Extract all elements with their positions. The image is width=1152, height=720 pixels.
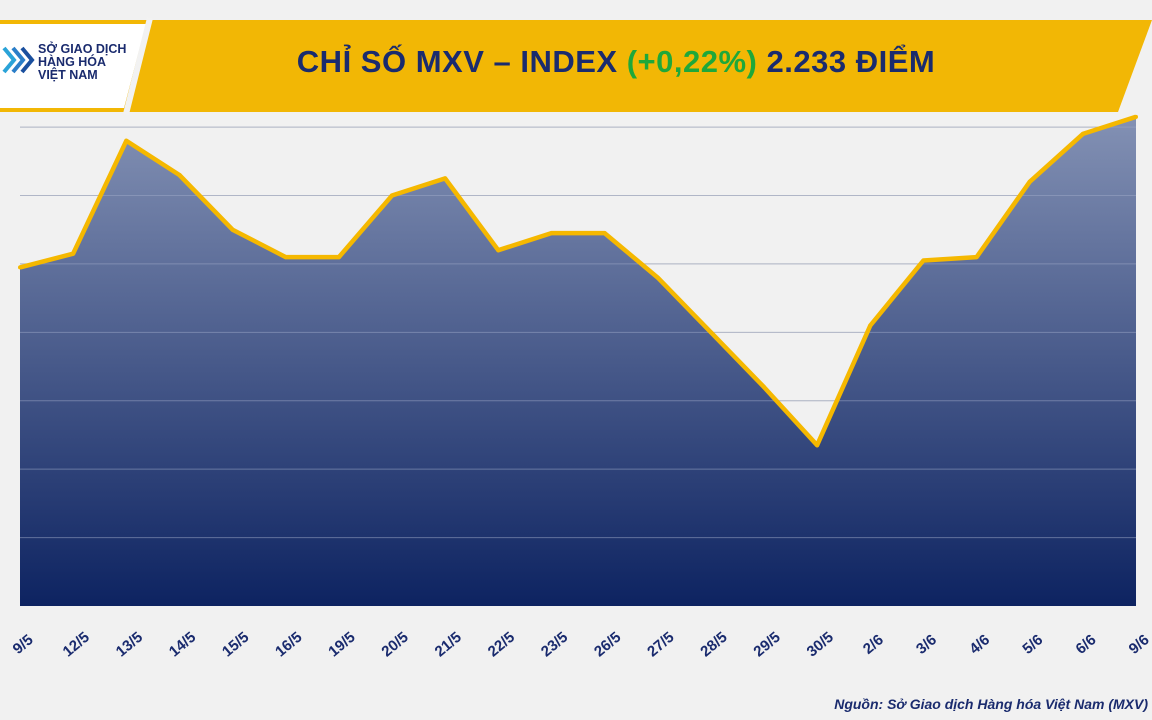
data-point-19-5 <box>336 255 341 260</box>
data-point-12-5 <box>71 251 76 256</box>
x-tick-label: 20/5 <box>378 629 411 661</box>
data-point-15-5 <box>230 227 235 232</box>
x-tick-label: 26/5 <box>591 629 624 661</box>
x-tick-label: 29/5 <box>750 629 783 661</box>
x-tick-label: 21/5 <box>432 629 465 661</box>
data-point-27-5 <box>655 275 660 280</box>
series-line <box>19 114 1137 448</box>
data-point-4-6 <box>974 255 979 260</box>
x-tick-label: 23/5 <box>538 629 571 661</box>
logo-text: SỞ GIAO DỊCH HÀNG HÓA VIỆT NAM <box>38 43 126 82</box>
data-point-13-5 <box>124 138 129 143</box>
x-tick-label: 27/5 <box>644 629 677 661</box>
logo-panel <box>0 24 146 108</box>
x-tick-label: 13/5 <box>113 629 146 661</box>
banner-background <box>0 20 1152 112</box>
x-tick-label: 3/6 <box>913 631 940 657</box>
x-tick-label: 16/5 <box>272 629 305 661</box>
x-tick-label: 30/5 <box>804 629 837 661</box>
data-point-20-5 <box>390 193 394 198</box>
x-tick-label: 4/6 <box>966 631 993 657</box>
x-tick-label: 14/5 <box>166 629 199 661</box>
title-banner <box>0 17 1152 115</box>
data-point-2-6 <box>868 323 873 328</box>
title-change: (+0,22%) <box>626 44 758 79</box>
gridlines-overlay <box>20 126 1136 539</box>
data-point-5-6 <box>1027 179 1032 184</box>
data-point-26-5 <box>602 231 607 236</box>
data-point-9-6 <box>1134 114 1138 119</box>
x-tick-label: 9/6 <box>1126 631 1152 657</box>
data-point-16-5 <box>283 255 288 260</box>
x-tick-label: 12/5 <box>60 629 93 661</box>
logo-line-3: VIỆT NAM <box>38 68 98 82</box>
logo-chevron-icon <box>2 46 35 74</box>
mxv-index-chart: 9/5 12/5 13/5 14/5 15/5 16/5 19/5 20/5 21/5 22/5 2… <box>10 114 1152 661</box>
data-point-28-5 <box>708 330 713 335</box>
logo-line-1: SỞ GIAO DỊCH <box>38 42 127 56</box>
x-tick-label: 15/5 <box>219 629 252 661</box>
title-suffix: 2.233 ĐIỂM <box>766 44 936 79</box>
logo-line-2: HÀNG HÓA <box>38 55 107 69</box>
data-point-21-5 <box>443 176 448 181</box>
x-tick-label: 28/5 <box>697 629 730 661</box>
x-tick-label: 9/5 <box>10 631 37 657</box>
x-tick-label: 6/6 <box>1073 631 1100 657</box>
data-point-6-6 <box>1080 131 1085 136</box>
x-tick-label: 22/5 <box>485 629 518 661</box>
data-points <box>18 114 1138 448</box>
data-point-23-5 <box>549 231 554 236</box>
data-point-14-5 <box>177 172 182 177</box>
area-fill <box>20 116 1136 607</box>
x-tick-label: 5/6 <box>1019 631 1046 657</box>
data-point-29-5 <box>762 385 766 390</box>
chart-title: CHỈ SỐ MXV – INDEX (+0,22%) 2.233 ĐIỂM <box>150 44 1082 80</box>
data-point-30-5 <box>815 443 820 448</box>
data-point-9-5 <box>18 265 22 270</box>
x-tick-label: 2/6 <box>860 631 887 657</box>
data-point-22-5 <box>496 248 501 253</box>
title-prefix: CHỈ SỐ MXV – INDEX <box>296 44 618 79</box>
x-axis-ticks: 9/5 12/5 13/5 14/5 15/5 16/5 19/5 20/5 21/5 22/5 2… <box>10 629 1152 661</box>
x-tick-label: 19/5 <box>325 629 358 661</box>
source-note: Nguồn: Sở Giao dịch Hàng hóa Việt Nam (M… <box>834 696 1148 712</box>
data-point-3-6 <box>921 258 926 263</box>
